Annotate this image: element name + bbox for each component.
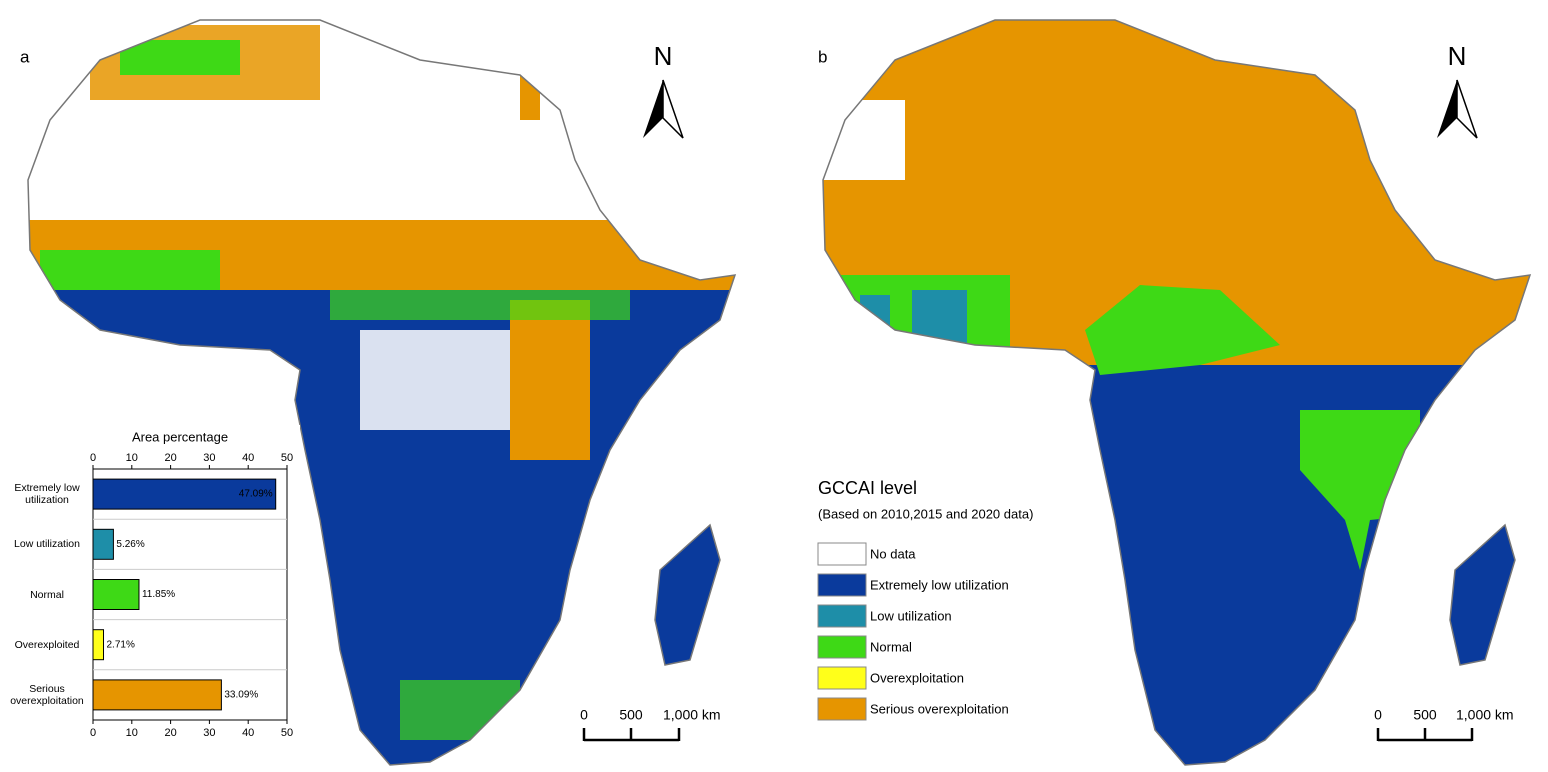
value-label: 2.71% [107, 639, 135, 650]
map-b [823, 20, 1530, 765]
y-tick-label: Serious overexploitation [10, 682, 84, 707]
x-tick-label: 20 [164, 727, 176, 739]
x-tick-label: 40 [242, 452, 254, 464]
north-arrow-a [643, 79, 684, 139]
legend-subtitle: (Based on 2010,2015 and 2020 data) [818, 506, 1033, 521]
y-tick-label: Normal [30, 588, 64, 601]
x-tick-label: 0 [90, 727, 96, 739]
legend-swatch [817, 697, 867, 721]
bar [92, 528, 114, 560]
y-tick-label: Extremely low utilization [14, 482, 80, 507]
legend-label: Extremely low utilization [870, 577, 1009, 592]
bar [92, 679, 222, 711]
bar [92, 629, 105, 661]
legend-swatch [817, 666, 867, 690]
scale-label: 500 [1413, 707, 1437, 723]
legend-swatch [817, 635, 867, 659]
y-tick-label: Low utilization [14, 538, 80, 551]
bar [92, 478, 277, 510]
legend-title: GCCAI level [818, 478, 917, 498]
north-label: N [1448, 41, 1467, 71]
map-a-outline [27, 19, 737, 766]
legend-label: Serious overexploitation [870, 701, 1009, 716]
x-tick-label: 20 [164, 452, 176, 464]
x-tick-label: 30 [203, 452, 215, 464]
north-arrow-b [1437, 79, 1478, 139]
legend-swatch [817, 542, 867, 566]
scale-label: 500 [619, 707, 643, 723]
chart-title: Area percentage [132, 429, 228, 444]
value-label: 11.85% [142, 589, 175, 600]
x-tick-label: 50 [281, 452, 293, 464]
panel-label: a [20, 47, 30, 66]
value-label: 47.09% [239, 489, 273, 500]
legend-label: No data [870, 546, 916, 561]
scale-label: 0 [580, 707, 588, 723]
x-tick-label: 40 [242, 727, 254, 739]
x-tick-label: 10 [126, 452, 138, 464]
scale-label: 1,000 km [1456, 707, 1514, 723]
value-label: 5.26% [116, 539, 144, 550]
legend-swatch [817, 573, 867, 597]
scale-bar [582, 728, 1474, 742]
legend-label: Low utilization [870, 608, 952, 623]
scale-label: 0 [1374, 707, 1382, 723]
bar [92, 579, 140, 610]
panel-label: b [818, 47, 827, 66]
scale-label: 1,000 km [663, 707, 721, 723]
x-tick-label: 50 [281, 727, 293, 739]
legend-label: Overexploitation [870, 670, 964, 685]
legend-label: Normal [870, 639, 912, 654]
x-tick-label: 30 [203, 727, 215, 739]
legend-swatch [817, 604, 867, 628]
value-label: 33.09% [224, 690, 258, 701]
x-tick-label: 0 [90, 452, 96, 464]
x-tick-label: 10 [126, 727, 138, 739]
y-tick-label: Overexploited [14, 638, 80, 651]
map-b-outline [822, 19, 1532, 766]
north-label: N [654, 41, 673, 71]
